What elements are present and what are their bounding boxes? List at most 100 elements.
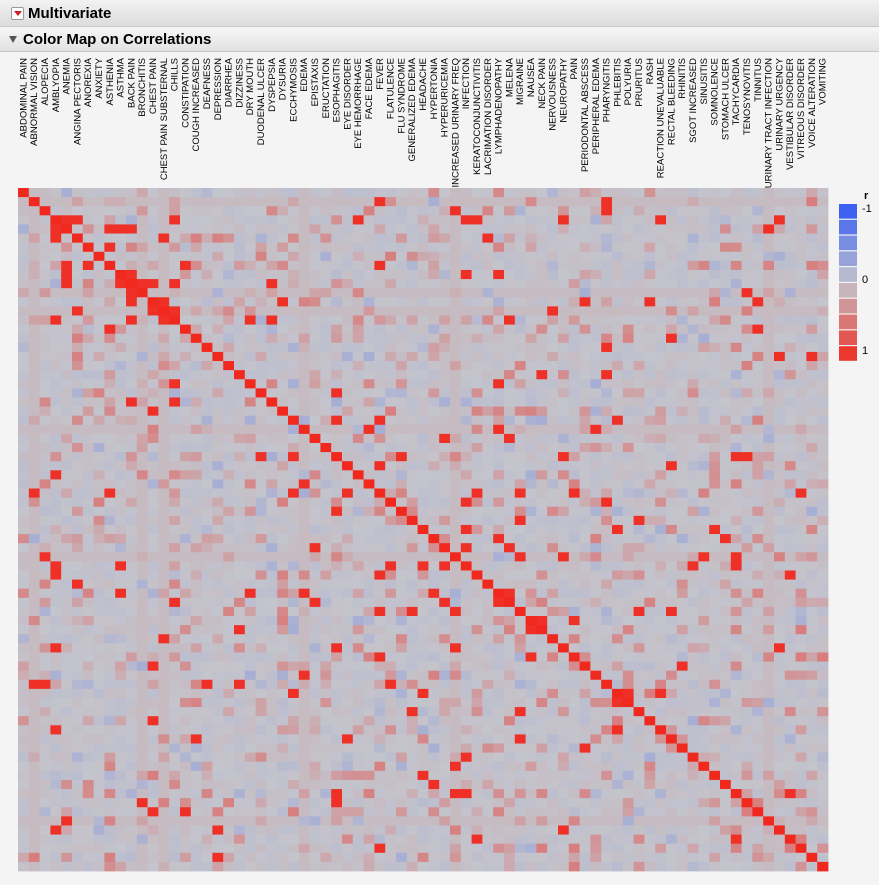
heatmap-cell[interactable] [514,415,526,426]
heatmap-cell[interactable] [428,188,440,198]
heatmap-cell[interactable] [655,743,667,754]
heatmap-cell[interactable] [266,743,278,754]
heatmap-cell[interactable] [547,260,559,271]
heatmap-cell[interactable] [514,697,526,708]
heatmap-cell[interactable] [255,260,267,271]
heatmap-cell[interactable] [676,351,688,362]
heatmap-cell[interactable] [406,442,418,453]
heatmap-cell[interactable] [633,543,645,553]
heatmap-cell[interactable] [61,215,73,225]
heatmap-cell[interactable] [406,625,418,635]
heatmap-cell[interactable] [568,488,580,499]
heatmap-cell[interactable] [471,388,483,398]
heatmap-cell[interactable] [460,488,472,499]
heatmap-cell[interactable] [741,297,753,307]
heatmap-cell[interactable] [331,697,343,708]
heatmap-cell[interactable] [612,652,624,662]
heatmap-cell[interactable] [212,670,224,681]
heatmap-cell[interactable] [363,251,375,262]
heatmap-cell[interactable] [450,251,462,262]
heatmap-cell[interactable] [622,306,634,316]
heatmap-cell[interactable] [482,625,494,635]
heatmap-cell[interactable] [676,333,688,344]
heatmap-cell[interactable] [428,269,440,280]
heatmap-cell[interactable] [18,506,30,517]
heatmap-cell[interactable] [741,424,753,435]
heatmap-cell[interactable] [18,697,30,708]
heatmap-cell[interactable] [82,707,94,717]
heatmap-cell[interactable] [720,424,732,435]
heatmap-cell[interactable] [568,734,580,744]
heatmap-cell[interactable] [698,679,710,690]
heatmap-cell[interactable] [126,515,138,526]
heatmap-cell[interactable] [741,306,753,316]
heatmap-cell[interactable] [784,743,796,754]
heatmap-cell[interactable] [471,743,483,754]
heatmap-cell[interactable] [547,606,559,617]
heatmap-cell[interactable] [190,433,202,444]
heatmap-cell[interactable] [136,406,148,417]
heatmap-cell[interactable] [277,224,289,234]
heatmap-cell[interactable] [136,351,148,362]
heatmap-cell[interactable] [298,725,310,735]
heatmap-cell[interactable] [93,479,105,489]
heatmap-cell[interactable] [277,524,289,535]
heatmap-cell[interactable] [169,552,181,562]
heatmap-cell[interactable] [547,188,559,198]
heatmap-cell[interactable] [147,515,159,526]
heatmap-cell[interactable] [331,643,343,653]
heatmap-cell[interactable] [385,470,397,480]
heatmap-cell[interactable] [18,643,30,653]
heatmap-cell[interactable] [579,652,591,662]
heatmap-cell[interactable] [709,452,721,462]
heatmap-cell[interactable] [817,761,829,772]
heatmap-cell[interactable] [406,670,418,681]
heatmap-cell[interactable] [61,224,73,234]
heatmap-cell[interactable] [158,470,170,480]
heatmap-cell[interactable] [676,415,688,426]
heatmap-cell[interactable] [136,588,148,599]
heatmap-cell[interactable] [752,734,764,744]
heatmap-cell[interactable] [417,242,429,253]
heatmap-cell[interactable] [612,570,624,580]
heatmap-cell[interactable] [752,306,764,316]
heatmap-cell[interactable] [806,306,818,316]
heatmap-cell[interactable] [352,506,364,517]
heatmap-cell[interactable] [255,570,267,580]
heatmap-cell[interactable] [136,315,148,325]
heatmap-cell[interactable] [558,415,570,426]
heatmap-cell[interactable] [687,233,699,244]
heatmap-cell[interactable] [190,442,202,453]
heatmap-cell[interactable] [720,260,732,271]
heatmap-cell[interactable] [558,397,570,407]
heatmap-cell[interactable] [568,534,580,544]
heatmap-cell[interactable] [331,452,343,462]
heatmap-cell[interactable] [655,351,667,362]
heatmap-cell[interactable] [50,688,62,699]
heatmap-cell[interactable] [784,197,796,207]
heatmap-cell[interactable] [763,188,775,198]
heatmap-cell[interactable] [633,351,645,362]
heatmap-cell[interactable] [590,597,602,608]
heatmap-cell[interactable] [579,534,591,544]
heatmap-cell[interactable] [493,534,505,544]
heatmap-cell[interactable] [730,479,742,489]
heatmap-cell[interactable] [169,370,181,380]
heatmap-cell[interactable] [266,251,278,262]
heatmap-cell[interactable] [655,379,667,389]
heatmap-cell[interactable] [525,770,537,781]
heatmap-cell[interactable] [579,260,591,271]
heatmap-cell[interactable] [558,570,570,580]
heatmap-cell[interactable] [39,552,51,562]
heatmap-cell[interactable] [223,561,235,571]
heatmap-cell[interactable] [504,406,516,417]
heatmap-cell[interactable] [266,242,278,253]
heatmap-cell[interactable] [234,579,246,590]
heatmap-cell[interactable] [28,361,40,371]
heatmap-cell[interactable] [687,188,699,198]
heatmap-cell[interactable] [255,342,267,353]
heatmap-cell[interactable] [817,297,829,307]
heatmap-cell[interactable] [439,433,451,444]
heatmap-cell[interactable] [126,634,138,644]
heatmap-cell[interactable] [266,379,278,389]
